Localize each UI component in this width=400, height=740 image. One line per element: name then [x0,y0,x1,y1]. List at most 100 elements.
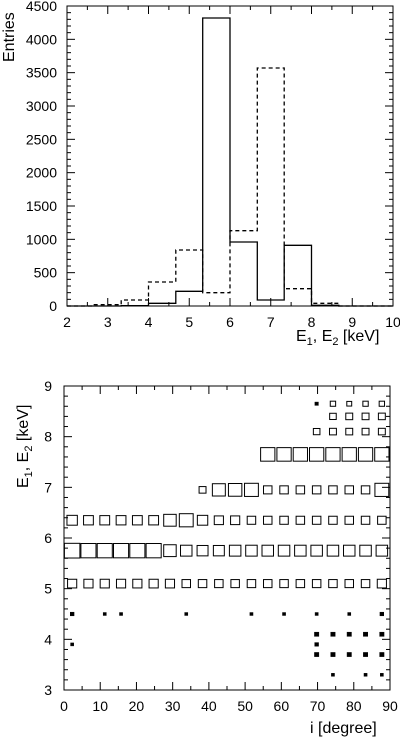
box-bin [196,514,209,526]
box-bin [347,612,352,616]
x-tick-label: 10 [385,314,400,330]
x-tick-label: 2 [63,314,71,330]
xlabel-sub-1: 1 [307,336,313,348]
box-bin [362,400,369,407]
box-bin [294,544,307,557]
box-bin [246,579,257,589]
box-bin [63,542,81,559]
box-bin [67,578,78,589]
xlabel-unit: [keV] [338,328,379,345]
box-bin [310,544,323,557]
box-bin [325,447,341,462]
box-bin [375,544,389,557]
box-histogram-x-axis-label: i [degree] [310,720,377,737]
box-bin [213,515,224,526]
box-bin [163,513,177,527]
ylabel-sub-1: 1 [23,471,35,477]
box-bin [276,447,292,462]
histogram-ticks: 2 3 4 5 6 7 8 9 10 0 500 1000 1500 2000 2500 3000 3500 40… [26,0,400,330]
box-bin [178,513,194,528]
box-bin [330,652,336,657]
box-bin [329,412,337,421]
box-bin [277,544,291,557]
ylabel-e: E [15,477,32,488]
box-bin [359,544,372,557]
box-bin [119,612,123,616]
box-bin [196,544,209,557]
box-bin [212,544,225,557]
box-bin [311,579,322,589]
box-bin [80,543,97,559]
box-bin [379,611,384,617]
xlabel-e: E [296,328,307,345]
box-bin [341,447,357,462]
box-bin [279,579,289,589]
box-bin [70,642,74,647]
box-bin [314,642,319,647]
y-tick-label: 3500 [26,65,57,81]
x-tick-label: 4 [145,314,153,330]
histogram-x-axis-label: E1, E2 [keV] [296,328,379,348]
box-bin [66,514,78,526]
box-bin [311,515,322,525]
box-bin [70,611,75,617]
y-tick-label: 4000 [26,31,57,47]
box-bin [145,543,162,559]
box-bin [279,485,289,495]
histogram-series-dashed [67,67,393,307]
box-bin [344,485,354,495]
box-bin [314,612,319,616]
box-bin [376,578,387,589]
box-bin [331,673,335,677]
ylabel-sub-2: 2 [23,446,35,452]
box-bin [380,673,384,677]
box-bin [197,579,208,589]
box-bin [345,412,354,421]
box-bin [361,427,370,436]
box-bin [164,578,176,589]
ylabel-unit: [keV] [15,405,32,446]
x-tick-label: 50 [237,698,253,714]
box-bin [244,482,259,497]
box-bin [113,543,130,559]
box-bin [99,578,110,589]
box-bin [314,631,320,637]
y-tick-label: 5 [44,581,52,597]
box-bin [363,673,368,677]
box-bin [344,579,354,589]
y-tick-label: 9 [44,378,52,394]
box-bin [245,544,258,557]
box-bin [214,579,224,589]
histogram-y-axis-label: Entries [1,12,18,62]
xlabel-sep: , E [313,328,333,345]
box-bin [227,483,243,497]
y-tick-label: 0 [49,298,57,314]
box-bin [346,652,352,657]
box-bin [249,612,254,616]
box-bin [328,427,337,436]
box-bin [346,400,353,407]
y-tick-label: 3000 [26,98,57,114]
box-bin [292,447,308,462]
box-histogram-boxes [63,400,390,677]
box-bin [343,544,356,557]
box-bin [180,544,193,557]
box-bin [374,447,390,462]
box-bin [379,631,385,637]
histogram-series-solid [67,17,393,307]
y-tick-label: 2000 [26,165,57,181]
box-bin [295,515,306,525]
box-bin [344,515,354,525]
box-bin [211,483,226,497]
box-bin [132,578,143,589]
box-bin [328,579,338,589]
box-bin [96,543,113,559]
box-bin [115,578,127,589]
box-bin [346,631,352,637]
box-bin [314,401,319,406]
y-tick-label: 1000 [26,231,57,247]
box-bin [374,482,390,497]
box-bin [361,412,370,421]
box-bin [115,515,127,526]
box-bin [345,427,354,436]
